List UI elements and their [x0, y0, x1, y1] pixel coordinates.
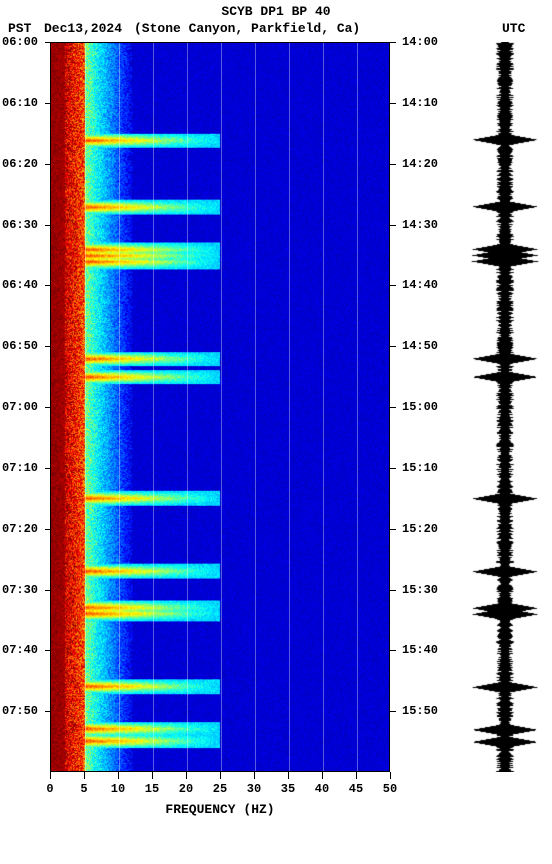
x-tick: 25 [213, 782, 227, 796]
y-tick-left: 07:10 [2, 461, 38, 475]
spectrogram-canvas [51, 43, 389, 771]
chart-subtitle-row: PST Dec13,2024 (Stone Canyon, Parkfield,… [0, 19, 552, 36]
y-tick-left: 06:10 [2, 96, 38, 110]
y-tick-left: 06:50 [2, 339, 38, 353]
y-tick-left: 06:00 [2, 35, 38, 49]
y-tick-left: 06:30 [2, 218, 38, 232]
x-tick: 35 [281, 782, 295, 796]
location-label: (Stone Canyon, Parkfield, Ca) [134, 21, 384, 36]
y-tick-right: 15:00 [402, 400, 438, 414]
y-tick-left: 07:00 [2, 400, 38, 414]
waveform-canvas [470, 42, 540, 772]
y-axis-right-utc: 14:0014:1014:2014:3014:4014:5015:0015:10… [390, 42, 446, 772]
y-tick-left: 07:50 [2, 704, 38, 718]
x-tick: 0 [46, 782, 53, 796]
grid-vertical [119, 43, 120, 771]
y-tick-right: 15:40 [402, 643, 438, 657]
grid-vertical [255, 43, 256, 771]
y-tick-right: 15:30 [402, 583, 438, 597]
y-tick-right: 14:50 [402, 339, 438, 353]
y-tick-left: 07:40 [2, 643, 38, 657]
y-tick-left: 06:20 [2, 157, 38, 171]
grid-vertical [153, 43, 154, 771]
x-tick: 10 [111, 782, 125, 796]
grid-vertical [357, 43, 358, 771]
waveform-panel [470, 42, 540, 772]
grid-vertical [85, 43, 86, 771]
chart-area: 06:0006:1006:2006:3006:4006:5007:0007:10… [0, 42, 552, 822]
x-tick: 5 [80, 782, 87, 796]
x-tick: 30 [247, 782, 261, 796]
x-tick: 40 [315, 782, 329, 796]
chart-title: SCYB DP1 BP 40 [0, 0, 552, 19]
spectrogram-plot [50, 42, 390, 772]
y-tick-right: 14:30 [402, 218, 438, 232]
x-axis-label: FREQUENCY (HZ) [50, 802, 390, 817]
y-tick-right: 15:50 [402, 704, 438, 718]
x-tick: 15 [145, 782, 159, 796]
tz-left-label: PST [0, 21, 44, 36]
y-axis-left-pst: 06:0006:1006:2006:3006:4006:5007:0007:10… [0, 42, 50, 772]
y-tick-left: 07:30 [2, 583, 38, 597]
tz-right-label: UTC [502, 21, 552, 36]
grid-vertical [187, 43, 188, 771]
date-label: Dec13,2024 [44, 21, 134, 36]
y-tick-right: 14:40 [402, 278, 438, 292]
y-tick-right: 14:00 [402, 35, 438, 49]
grid-vertical [221, 43, 222, 771]
x-tick: 45 [349, 782, 363, 796]
grid-vertical [289, 43, 290, 771]
y-tick-right: 14:10 [402, 96, 438, 110]
y-tick-right: 15:10 [402, 461, 438, 475]
y-tick-left: 07:20 [2, 522, 38, 536]
x-tick: 20 [179, 782, 193, 796]
y-tick-left: 06:40 [2, 278, 38, 292]
grid-vertical [323, 43, 324, 771]
y-tick-right: 15:20 [402, 522, 438, 536]
y-tick-right: 14:20 [402, 157, 438, 171]
x-tick: 50 [383, 782, 397, 796]
